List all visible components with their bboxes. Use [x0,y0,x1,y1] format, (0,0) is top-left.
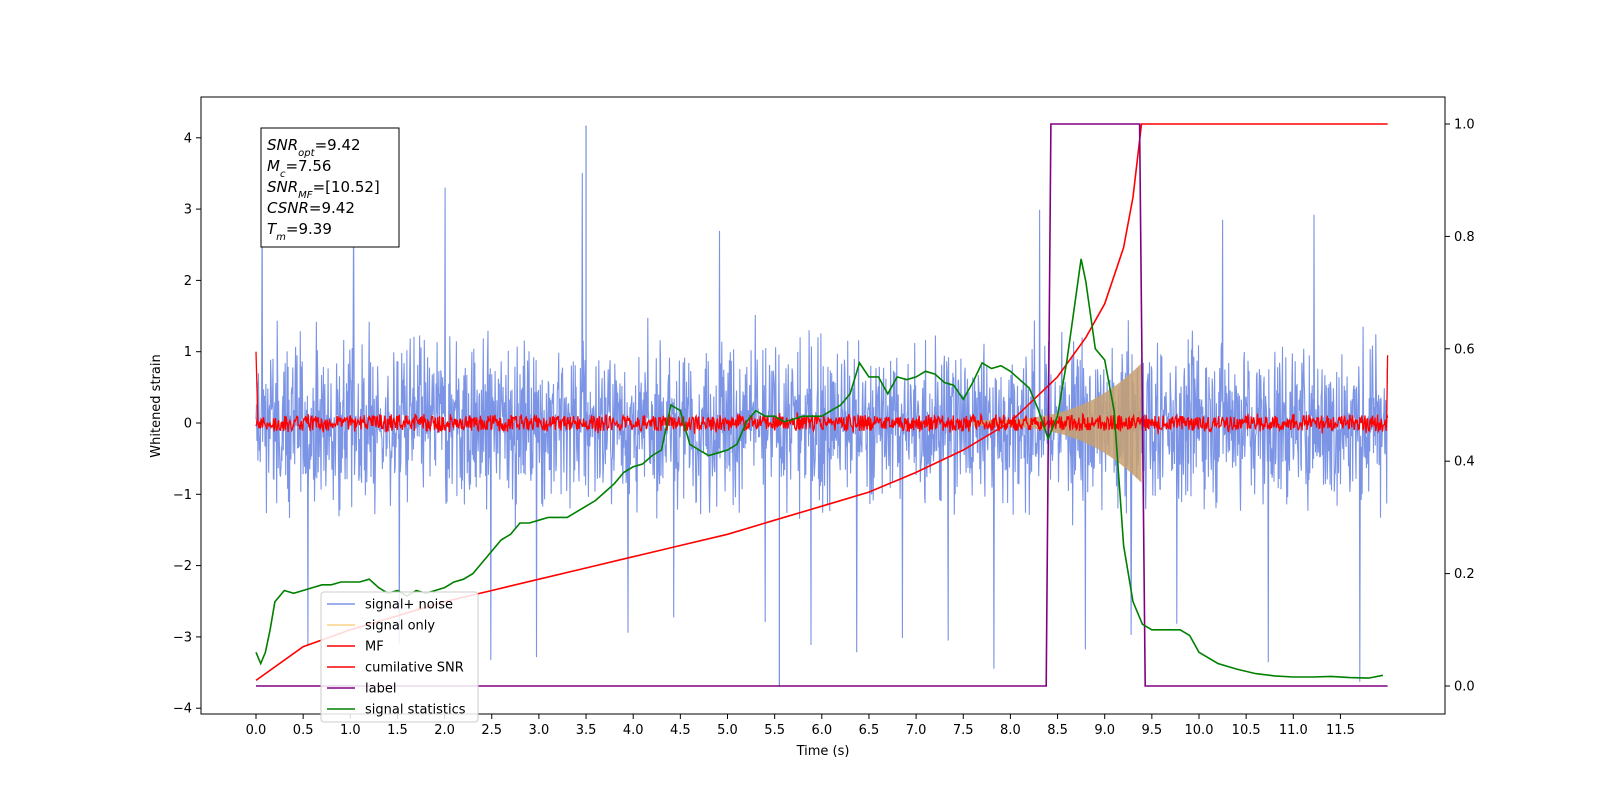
legend-label: label [365,682,396,697]
annotation-line: SNRMF=[10.52] [267,178,380,201]
x-tick-label: 0.5 [293,723,314,738]
y-left-tick-label: −3 [173,630,192,645]
y-right-tick-label: 1.0 [1454,118,1475,133]
mf-start-spike [255,351,259,424]
x-tick-label: 7.0 [906,723,927,738]
y-right-tick-label: 0.6 [1454,342,1475,357]
axes-frame [200,96,1446,715]
annotation-line: SNRopt=9.42 [267,136,361,159]
x-tick-label: 5.0 [717,723,738,738]
annotation-line: Mc=7.56 [267,157,331,180]
y-axis-label: Whitened strain [149,354,164,457]
x-tick-label: 0.0 [246,723,267,738]
legend-label: signal+ noise [365,598,453,613]
x-tick-label: 6.0 [811,723,832,738]
series-signal-noise [255,169,1389,682]
x-tick-label: 9.0 [1094,723,1115,738]
x-tick-label: 10.0 [1185,723,1214,738]
x-tick-label: 7.5 [953,723,974,738]
x-tick-label: 1.5 [387,723,408,738]
x-tick-label: 3.0 [529,723,550,738]
x-tick-label: 5.5 [764,723,785,738]
x-tick-label: 3.5 [576,723,597,738]
x-axis-label: Time (s) [796,744,850,759]
y-left-tick-label: −2 [173,559,192,574]
x-tick-label: 6.5 [859,723,880,738]
annotation-frame [260,127,400,248]
x-tick-label: 1.0 [340,723,361,738]
legend-label: signal only [365,619,435,634]
y-left-tick-label: −1 [173,488,192,503]
y-left-tick-label: 0 [184,417,192,432]
legend-label: cumilative SNR [365,661,464,676]
x-tick-label: 2.5 [481,723,502,738]
legend-label: signal statistics [365,703,466,718]
y-right-tick-label: 0.0 [1454,680,1475,695]
legend-label: MF [365,640,384,655]
y-left-tick-label: 3 [184,203,192,218]
y-right-tick-label: 0.8 [1454,230,1475,245]
x-tick-label: 8.0 [1000,723,1021,738]
x-tick-label: 8.5 [1047,723,1068,738]
series-mf [255,412,1389,435]
x-tick-label: 9.5 [1142,723,1163,738]
axes: 0.0 0.5 1.0 1.5 2.0 2.5 3.0 3.5 4.0 4.5 5.0 5.5 6.0 6… [173,96,1475,738]
y-left-tick-label: −4 [173,702,192,717]
mf-end-spike [1386,355,1389,424]
legend: signal+ noise signal only MF cumilative SNR… [320,591,479,723]
y-right-tick-label: 0.2 [1454,567,1475,582]
annotation-box: SNRopt=9.42Mc=7.56SNRMF=[10.52]CSNR=9.42… [260,127,400,248]
annotation-line: CSNR=9.42 [267,199,355,217]
y-left-tick-label: 2 [184,274,192,289]
x-tick-label: 4.0 [623,723,644,738]
x-tick-label: 11.5 [1326,723,1355,738]
x-tick-label: 11.0 [1279,723,1308,738]
series-label [256,123,1388,687]
y-left-tick-label: 1 [184,345,192,360]
y-right-tick-label: 0.4 [1454,455,1475,470]
annotation-line: Tm=9.39 [267,220,332,243]
x-tick-label: 10.5 [1232,723,1261,738]
legend-frame [320,591,479,723]
x-tick-label: 2.0 [434,723,455,738]
y-left-tick-label: 4 [184,131,192,146]
x-tick-label: 4.5 [670,723,691,738]
